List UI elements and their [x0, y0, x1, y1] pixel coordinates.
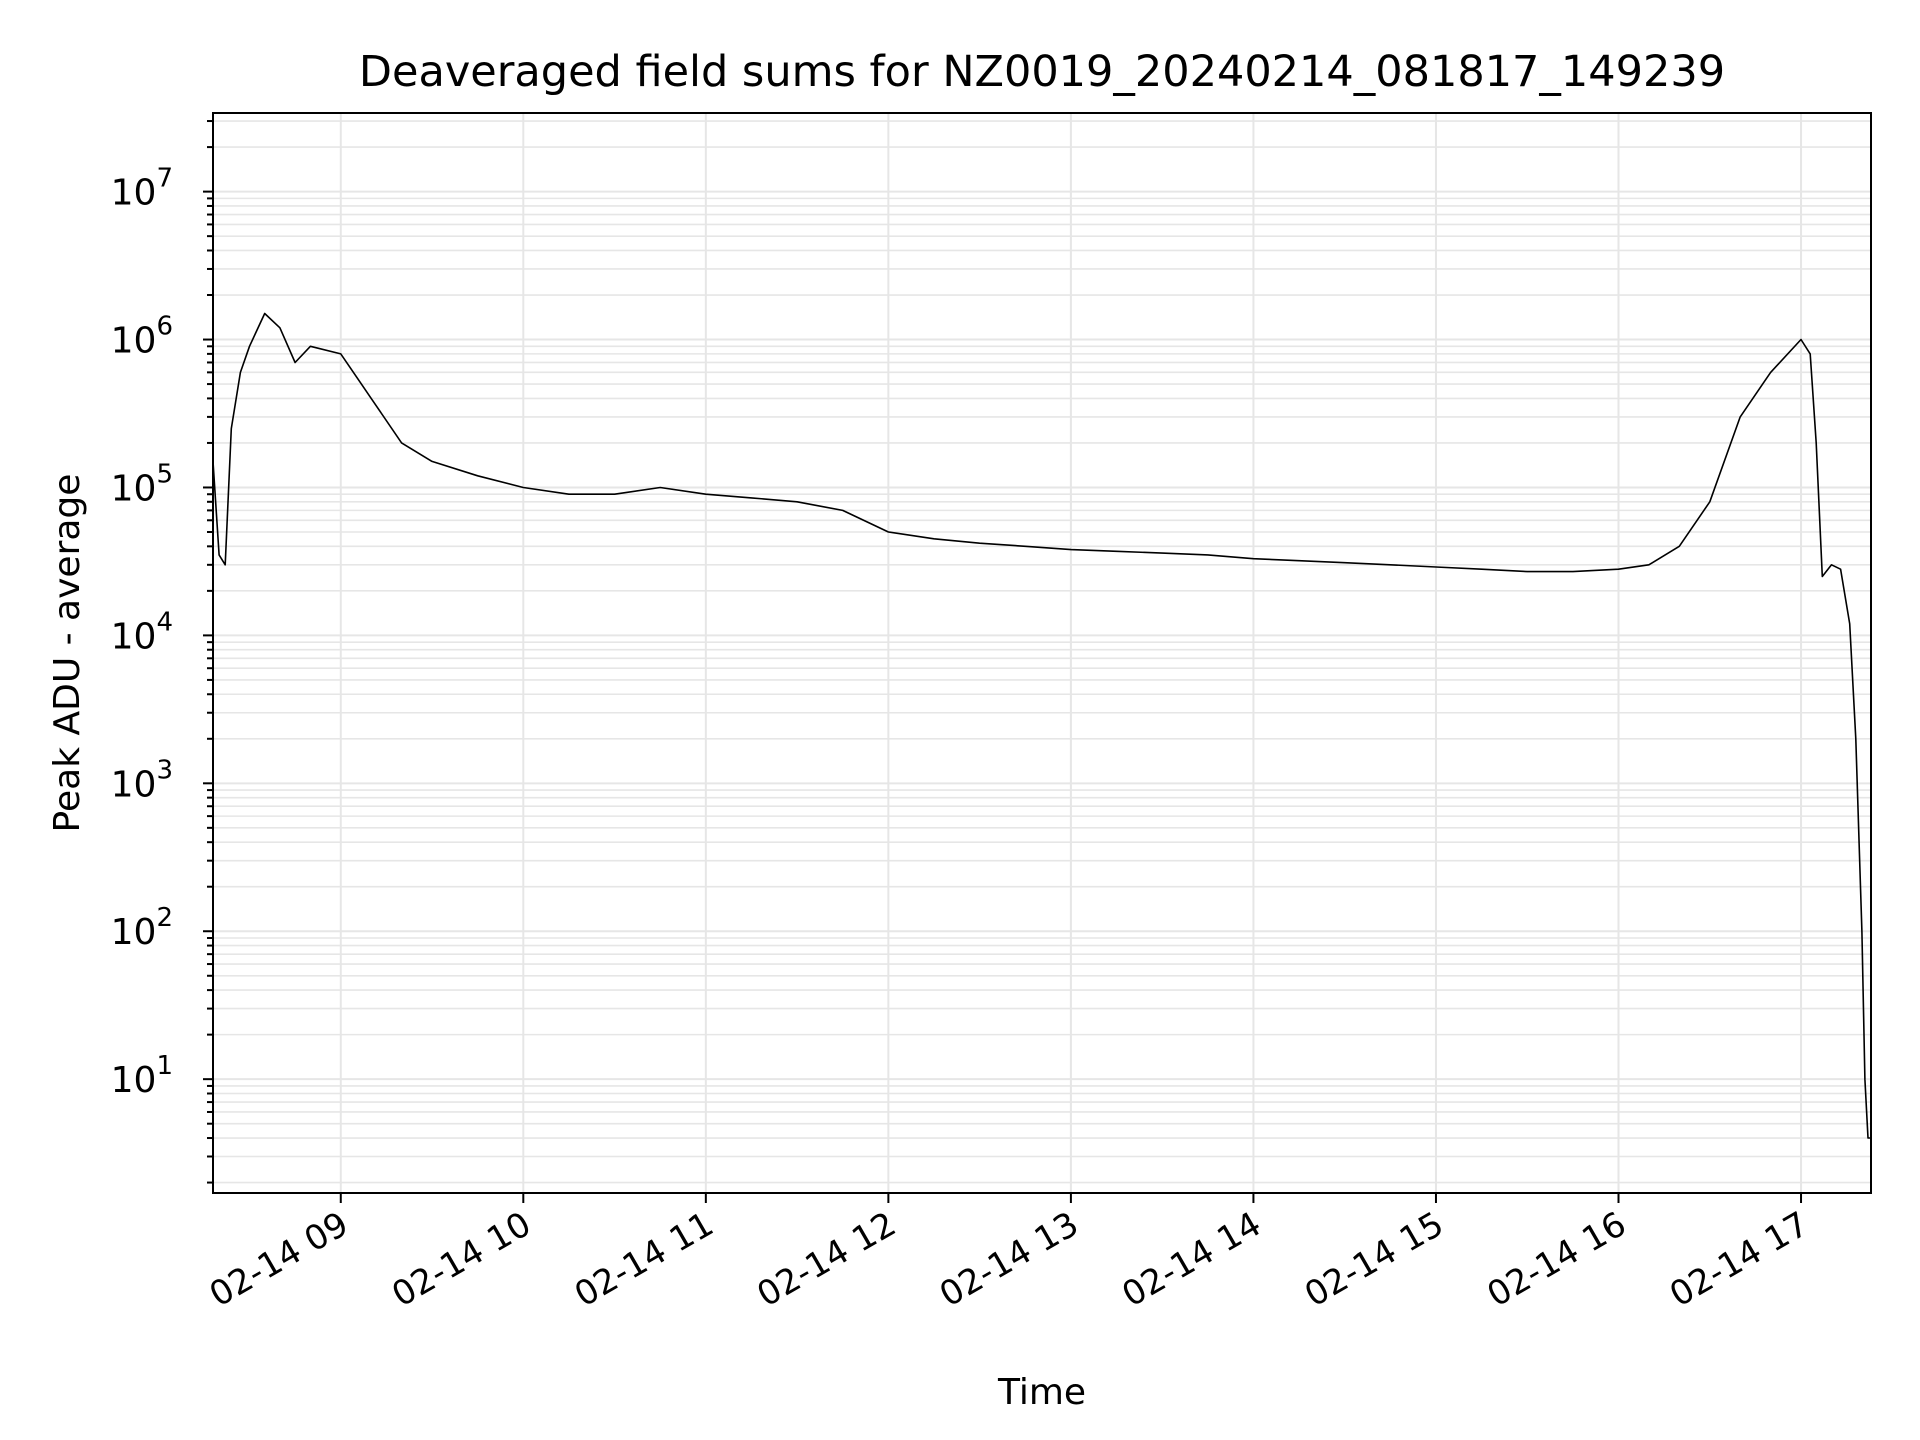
- y-tick-label: 102: [111, 903, 173, 953]
- grid-lines: [213, 113, 1871, 1193]
- y-tick-label: 101: [111, 1051, 173, 1101]
- x-axis-label: Time: [997, 1372, 1086, 1413]
- chart-title: Deaveraged field sums for NZ0019_2024021…: [359, 47, 1725, 97]
- y-tick-label: 104: [111, 607, 173, 657]
- y-tick-label: 105: [111, 459, 173, 509]
- plot-frame: [212, 112, 1872, 1194]
- y-tick-label: 106: [111, 312, 173, 362]
- y-tick-label: 107: [111, 164, 173, 214]
- series-line: [212, 312, 1871, 1139]
- y-axis-label: Peak ADU - average: [47, 474, 88, 833]
- y-tick-label: 103: [111, 755, 173, 805]
- data-series-line: [212, 312, 1871, 1139]
- y-axis-ticks: 101 102 103 104 105 106 107: [111, 120, 213, 1184]
